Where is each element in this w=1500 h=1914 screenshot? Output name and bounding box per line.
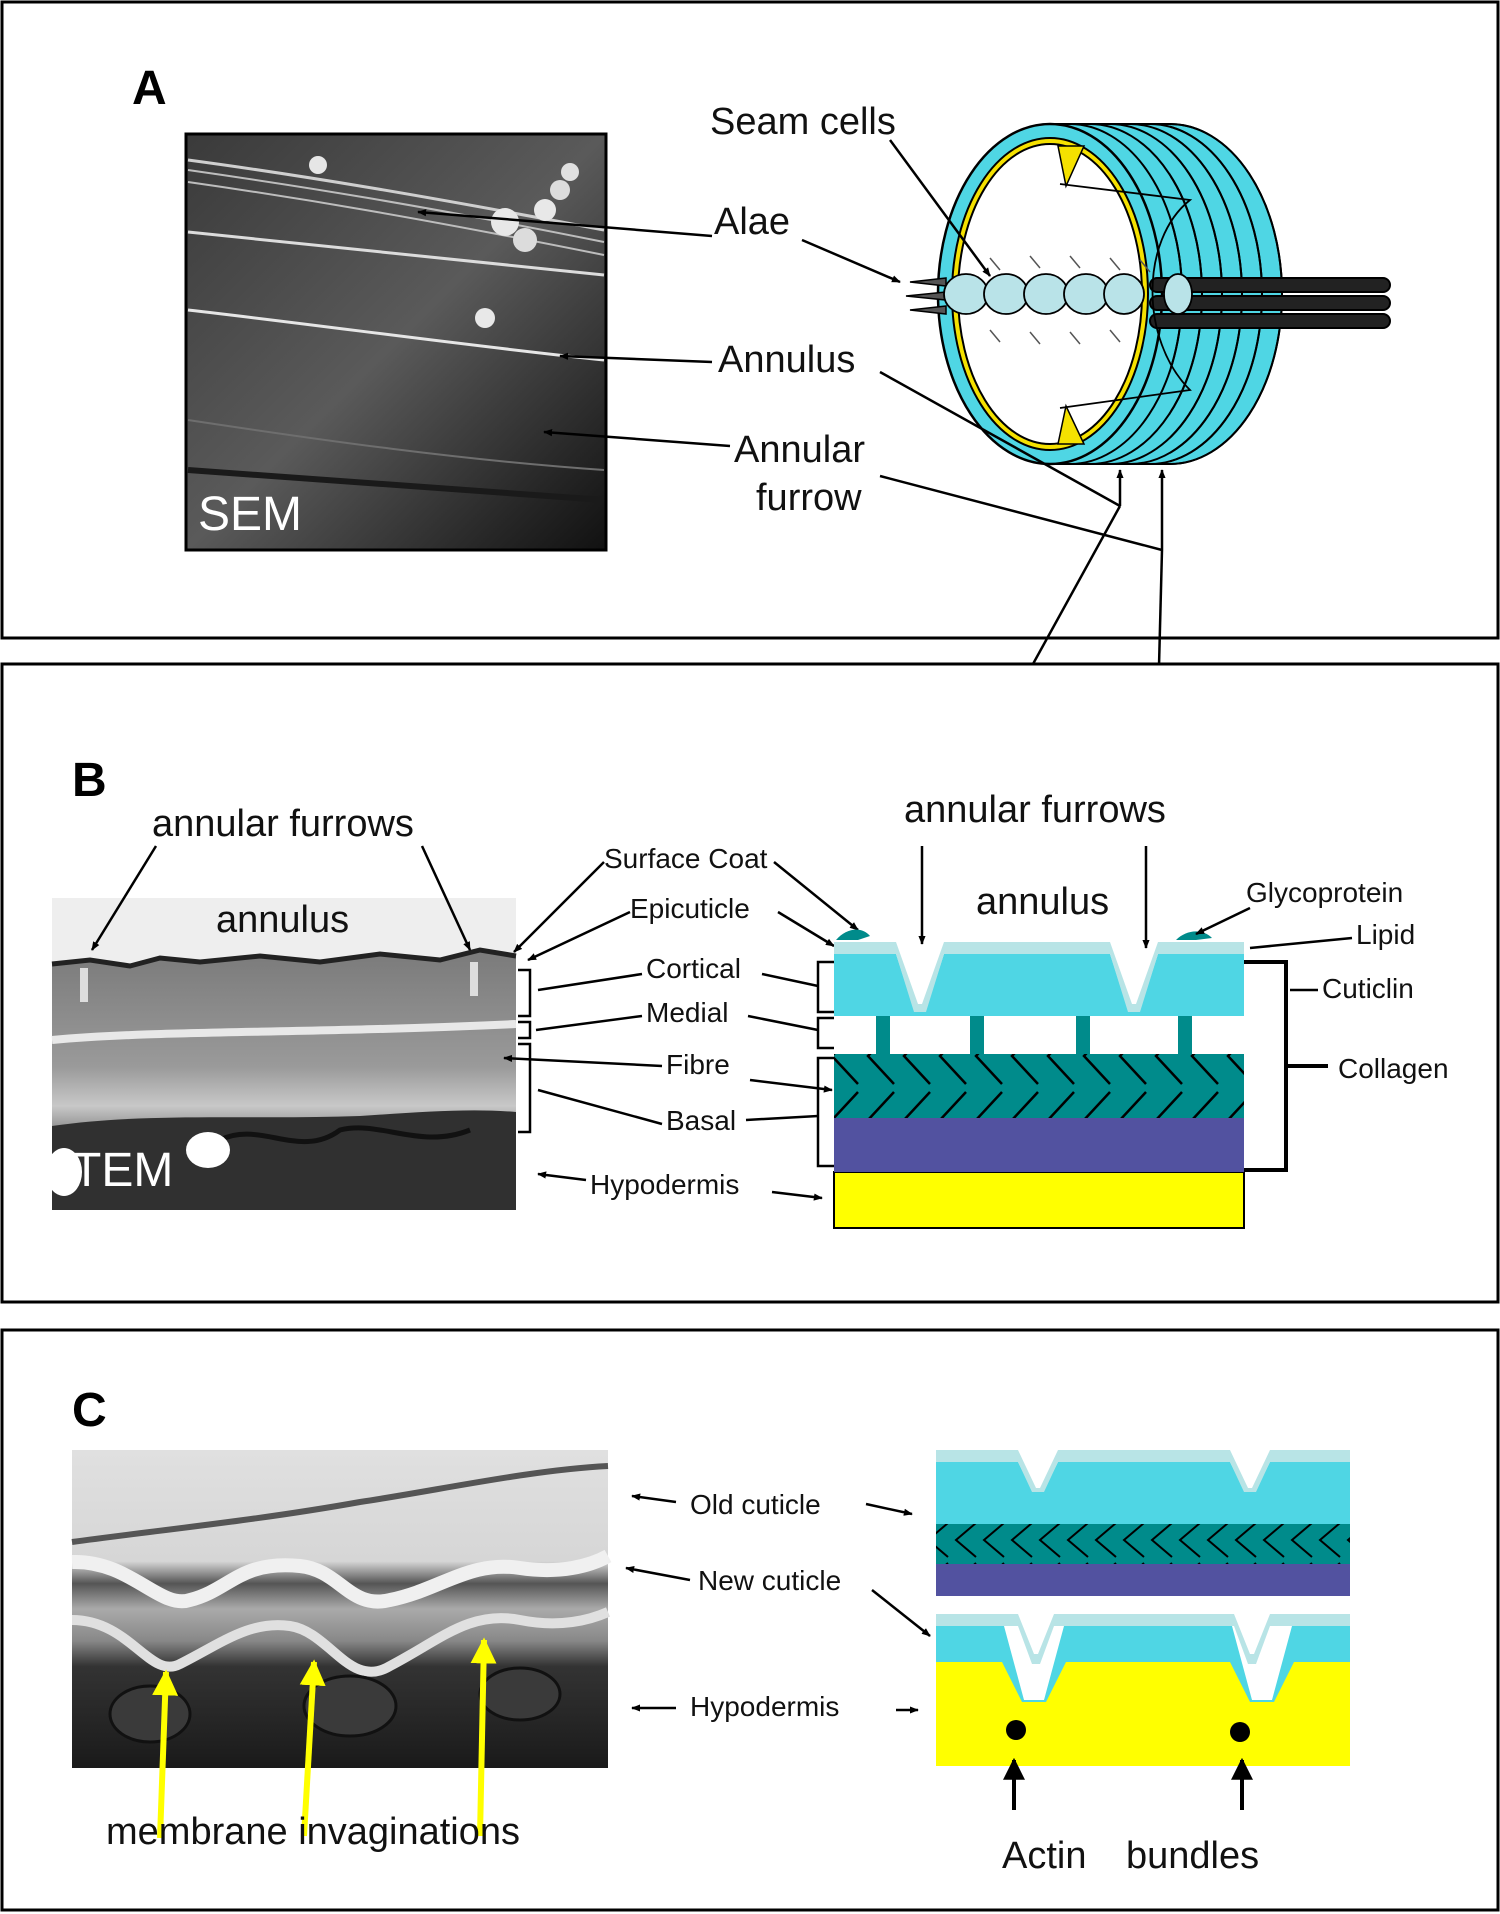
- label-furrow-a: furrow: [756, 477, 862, 519]
- tem-molt-micrograph: [71, 1450, 612, 1768]
- label-actin: Actin: [1002, 1835, 1086, 1877]
- panel-c-letter: C: [72, 1384, 107, 1437]
- panel-b-letter: B: [72, 754, 107, 807]
- label-cuticlin: Cuticlin: [1322, 973, 1414, 1004]
- label-collagen: Collagen: [1338, 1053, 1449, 1084]
- tem-micrograph: TEM: [46, 898, 517, 1210]
- label-glycoprotein: Glycoprotein: [1246, 877, 1403, 908]
- label-fibre: Fibre: [666, 1049, 730, 1080]
- schematic-brackets: [816, 960, 1328, 1172]
- label-annulus-a: Annulus: [718, 339, 855, 381]
- label-hypodermis-b: Hypodermis: [590, 1169, 739, 1200]
- old-cuticle-schematic: [936, 1450, 1350, 1596]
- membrane-invagination-arrows: [152, 1637, 497, 1839]
- label-bundles: bundles: [1126, 1835, 1259, 1877]
- tem-brackets: [518, 968, 532, 1134]
- worm-cylinder-diagram: [905, 122, 1391, 466]
- sem-label: SEM: [198, 488, 302, 541]
- tem-label: TEM: [72, 1144, 173, 1197]
- sem-micrograph: SEM: [184, 132, 608, 552]
- label-epicuticle: Epicuticle: [630, 893, 750, 924]
- label-annulus-schematic: annulus: [976, 881, 1109, 923]
- label-old-cuticle: Old cuticle: [690, 1489, 821, 1520]
- new-cuticle-schematic: [936, 1614, 1350, 1766]
- label-annulus-tem: annulus: [216, 899, 349, 941]
- panel-a-leaders: [417, 139, 1163, 552]
- label-new-cuticle: New cuticle: [698, 1565, 841, 1596]
- label-cortical: Cortical: [646, 953, 741, 984]
- cuticle-layers-schematic: [833, 929, 1245, 1229]
- label-annular-furrows-tem: annular furrows: [152, 803, 414, 845]
- label-hypodermis-c: Hypodermis: [690, 1691, 839, 1722]
- panel-a-letter: A: [132, 62, 167, 115]
- label-annular-a: Annular: [734, 429, 865, 471]
- label-medial: Medial: [646, 997, 728, 1028]
- label-annular-furrows-schematic: annular furrows: [904, 789, 1166, 831]
- label-basal: Basal: [666, 1105, 736, 1136]
- panel-c-leaders: [625, 1493, 931, 1714]
- label-seam-cells: Seam cells: [710, 101, 896, 143]
- label-membrane-invaginations: membrane invaginations: [106, 1811, 520, 1853]
- label-lipid: Lipid: [1356, 919, 1415, 950]
- label-alae: Alae: [714, 201, 790, 243]
- label-surface-coat: Surface Coat: [604, 843, 768, 874]
